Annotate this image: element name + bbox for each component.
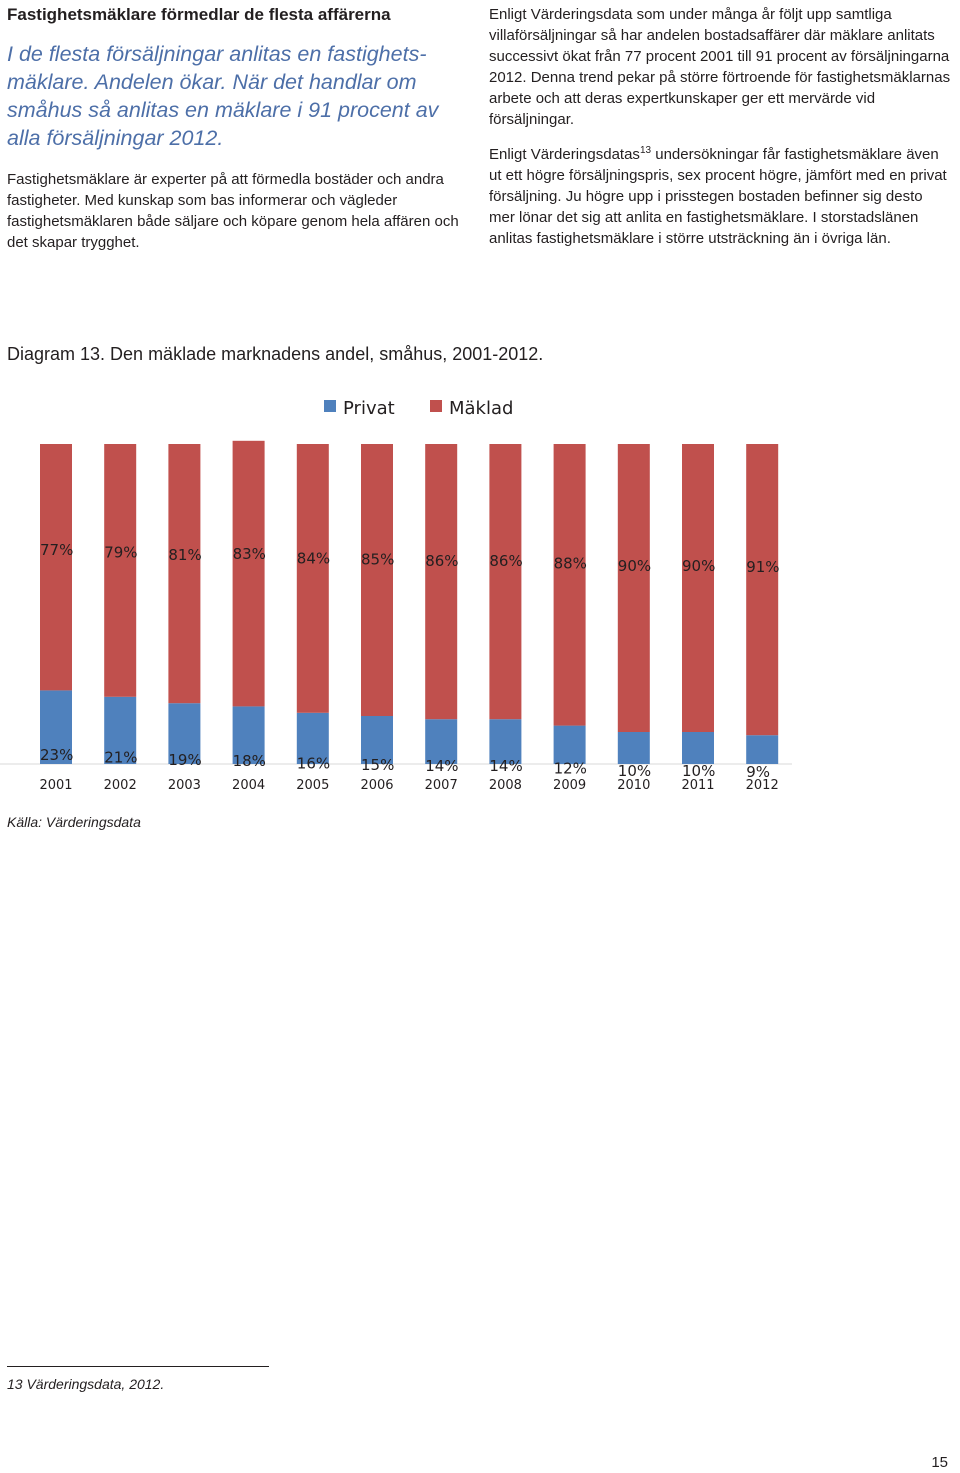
data-label-maklad-2001: 77%	[40, 541, 73, 559]
x-tick-label-2005: 2005	[296, 778, 329, 793]
left-body-paragraph: Fastighetsmäklare är experter på att för…	[7, 171, 459, 251]
source-note: Källa: Värderingsdata	[7, 814, 141, 830]
data-label-privat-2001: 23%	[40, 746, 73, 764]
data-label-privat-2002: 21%	[104, 748, 137, 766]
data-label-maklad-2002: 79%	[104, 543, 137, 561]
footnote-divider	[7, 1366, 269, 1367]
bar-privat-2003	[168, 703, 201, 764]
data-label-maklad-2009: 88%	[554, 554, 587, 572]
data-label-privat-2012: 9%	[746, 763, 770, 781]
data-label-privat-2004: 18%	[233, 752, 266, 770]
data-label-privat-2010: 10%	[618, 762, 651, 780]
bar-privat-2007	[425, 719, 458, 764]
bar-privat-2010	[617, 732, 650, 764]
data-label-maklad-2012: 91%	[746, 558, 779, 576]
bar-privat-2006	[361, 716, 393, 764]
bar-maklad-2002	[104, 444, 137, 697]
data-label-maklad-2004: 83%	[233, 545, 266, 563]
bar-privat-2004	[232, 706, 265, 764]
section-heading: Fastighetsmäklare förmedlar de flesta af…	[7, 5, 391, 24]
data-label-privat-2005: 16%	[297, 755, 330, 773]
footnote-reference[interactable]: 13	[639, 145, 652, 156]
lead-paragraph: I de flesta försäljningar anlitas en fas…	[7, 42, 439, 150]
x-tick-label-2009: 2009	[553, 778, 586, 793]
data-label-maklad-2006: 85%	[361, 551, 394, 569]
bar-privat-2012	[746, 735, 779, 764]
x-tick-label-2001: 2001	[39, 778, 72, 793]
x-tick-label-2010: 2010	[617, 778, 650, 793]
data-label-maklad-2005: 84%	[297, 549, 330, 567]
x-tick-label-2008: 2008	[489, 778, 522, 793]
bar-privat-2002	[104, 696, 137, 764]
diagram-caption: Diagram 13. Den mäklade marknadens andel…	[7, 344, 544, 364]
legend-swatch-privat	[324, 400, 336, 412]
legend-swatch-mäklad	[430, 400, 442, 412]
x-tick-label-2004: 2004	[232, 778, 265, 793]
data-label-privat-2006: 15%	[361, 756, 394, 774]
data-label-maklad-2007: 86%	[425, 552, 458, 570]
data-label-maklad-2011: 90%	[682, 557, 715, 575]
x-tick-label-2006: 2006	[360, 778, 393, 793]
bar-maklad-2007	[425, 444, 458, 720]
x-tick-label-2003: 2003	[168, 778, 201, 793]
page-number: 15	[931, 1454, 948, 1471]
bar-maklad-2010	[617, 444, 650, 732]
data-label-maklad-2008: 86%	[489, 552, 522, 570]
x-tick-label-2002: 2002	[104, 778, 137, 793]
bar-maklad-2009	[553, 444, 586, 726]
bar-privat-2009	[553, 725, 586, 764]
bar-privat-2011	[682, 732, 714, 764]
paragraph-text-before-ref: Enligt Värderingsdatas	[489, 146, 640, 163]
bar-maklad-2004	[232, 440, 265, 707]
right-column: Enligt Värderingsdata som under många år…	[489, 4, 951, 263]
bar-privat-2005	[296, 712, 329, 764]
bar-maklad-2005	[296, 444, 329, 713]
data-label-privat-2007: 14%	[425, 757, 458, 775]
right-body-paragraph-2: Enligt Värderingsdatas13 undersökningar …	[489, 144, 951, 249]
bar-privat-2008	[489, 719, 522, 764]
data-label-maklad-2010: 90%	[618, 557, 651, 575]
legend-label-mäklad: Mäklad	[449, 398, 513, 419]
bar-privat-2001	[40, 690, 72, 764]
bar-maklad-2012	[746, 444, 779, 736]
x-tick-label-2007: 2007	[425, 778, 458, 793]
left-column: Fastighetsmäklare förmedlar de flesta af…	[7, 4, 462, 267]
bar-maklad-2001	[40, 444, 72, 691]
data-label-privat-2008: 14%	[489, 757, 522, 775]
footnote: 13 Värderingsdata, 2012.	[7, 1376, 165, 1392]
bar-maklad-2006	[361, 444, 393, 716]
data-label-privat-2011: 10%	[682, 762, 715, 780]
right-body-paragraph-1: Enligt Värderingsdata som under många år…	[489, 6, 951, 128]
x-tick-label-2011: 2011	[681, 778, 714, 793]
bar-maklad-2011	[682, 444, 714, 732]
legend-label-privat: Privat	[343, 398, 395, 419]
x-tick-label-2012: 2012	[746, 778, 779, 793]
stacked-bar-chart: Privat Mäklad 77% 23% 2001 79% 21% 2002 81% 19% 20…	[0, 398, 792, 793]
bar-maklad-2008	[489, 444, 522, 720]
data-label-privat-2009: 12%	[554, 759, 587, 777]
data-label-maklad-2003: 81%	[168, 546, 201, 564]
bar-maklad-2003	[168, 444, 201, 704]
paragraph-text-after-ref: undersökningar får fastighetsmäklare äve…	[489, 146, 947, 247]
data-label-privat-2003: 19%	[168, 751, 201, 769]
